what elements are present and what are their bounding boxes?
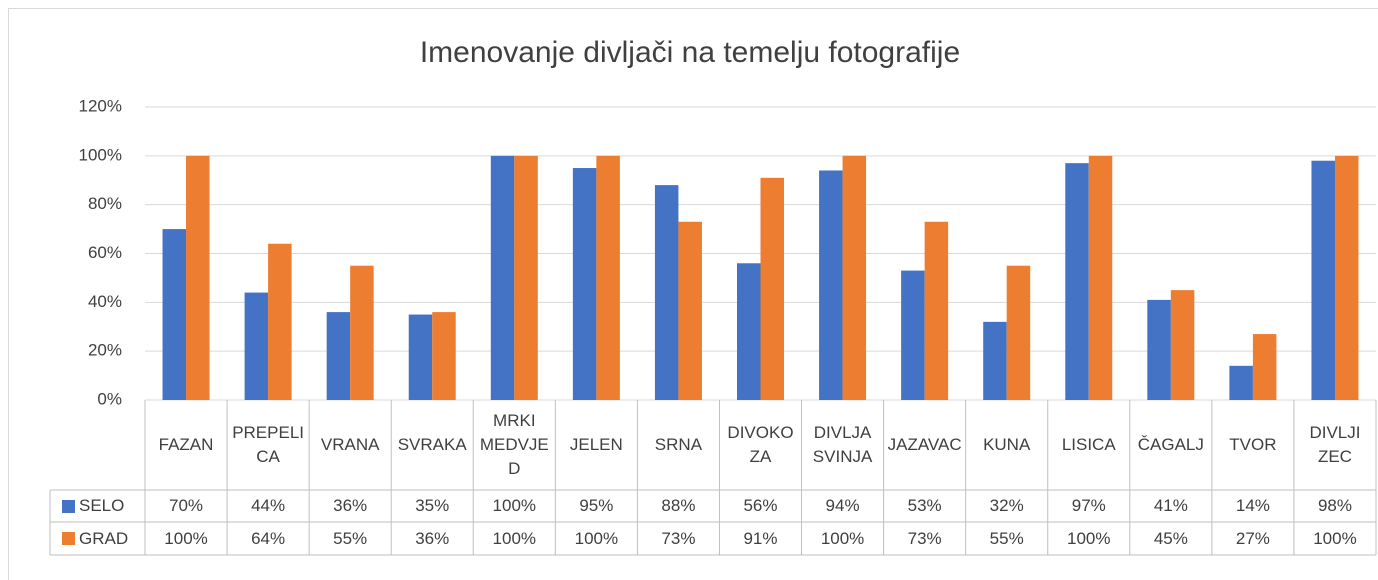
bar [244,292,269,400]
category-label: KUNA [983,435,1031,454]
legend-label: SELO [79,496,125,515]
bar [819,170,843,400]
legend-entry: SELO [50,490,145,522]
data-label: 73% [907,528,942,548]
bar [901,270,925,400]
data-label: 100% [820,528,865,548]
bar [1229,365,1253,400]
bar [1088,155,1113,400]
bar [654,185,679,400]
bar [350,265,374,400]
data-label: 94% [825,496,860,515]
category-label: JAZAVAC [887,435,962,454]
category-label: MRKI MEDVJED [479,411,549,478]
data-label: 98% [1317,496,1352,515]
bar [1147,299,1171,400]
data-label: 97% [1071,496,1106,515]
data-label: 100% [1067,528,1111,548]
chart-title: Imenovanje divljači na temelju fotografi… [420,36,960,69]
category-label: TVOR [1229,435,1277,454]
category-label: JELEN [569,435,623,454]
y-tick-label: 120% [79,96,122,115]
category-label: SVRAKA [397,435,467,454]
category-label: VRANA [320,435,380,454]
category-label: PREPELICA [232,423,304,466]
y-tick-label: 80% [88,194,122,213]
data-label: 41% [1153,496,1188,515]
data-label: 91% [743,528,778,548]
bar [432,312,456,400]
bar [186,155,210,400]
data-label: 100% [492,528,537,548]
bar [326,312,351,400]
y-tick-label: 0% [97,389,122,408]
legend-entry: GRAD [50,522,145,555]
legend-swatch [62,532,75,545]
data-label: 35% [415,496,450,515]
bar [760,177,784,400]
data-label: 100% [492,496,537,515]
category-label: DIVLJI ZEC [1309,423,1361,466]
category-label: DIVOKOZA [727,423,794,466]
bar [924,221,949,400]
chart-border [8,8,1378,580]
bar [514,155,538,400]
bar [490,155,515,400]
bar [1170,290,1195,400]
bar [842,155,867,400]
data-label: 70% [169,496,204,515]
data-label: 45% [1153,528,1188,548]
data-label: 88% [661,496,696,515]
y-tick-label: 100% [79,145,122,164]
y-tick-label: 20% [88,341,122,360]
legend-label: GRAD [79,528,129,548]
y-tick-label: 60% [88,243,122,262]
bar [162,229,187,400]
bar [737,263,761,400]
bar [268,243,292,400]
bar [678,221,702,400]
bar [1334,155,1359,400]
bar [1065,163,1089,400]
data-label: 95% [579,496,614,515]
y-tick-label: 40% [88,292,122,311]
data-label: 44% [251,496,286,515]
data-label: 53% [907,496,942,515]
category-label: DIVLJA SVINJA [812,423,873,466]
bar [1311,160,1335,400]
data-label: 27% [1235,528,1270,548]
data-label: 100% [164,528,208,548]
data-label: 32% [989,496,1024,515]
data-label: 55% [333,528,368,548]
bar [1252,334,1277,400]
bar [572,168,597,400]
data-label: 56% [743,496,778,515]
bar [596,155,620,400]
data-label: 64% [251,528,286,548]
data-label: 14% [1235,496,1270,515]
data-label: 36% [333,496,368,515]
category-label: SRNA [654,435,703,454]
category-label: LISICA [1061,435,1116,454]
bar [983,321,1007,400]
data-label: 100% [1313,528,1357,548]
bar [408,314,433,400]
legend-swatch [62,499,75,513]
data-label: 55% [989,528,1024,548]
bar [1006,265,1031,400]
data-label: 100% [574,528,619,548]
category-label: ČAGALJ [1137,435,1204,454]
data-label: 73% [661,528,696,548]
data-label: 36% [415,528,450,548]
category-label: FAZAN [158,435,214,454]
